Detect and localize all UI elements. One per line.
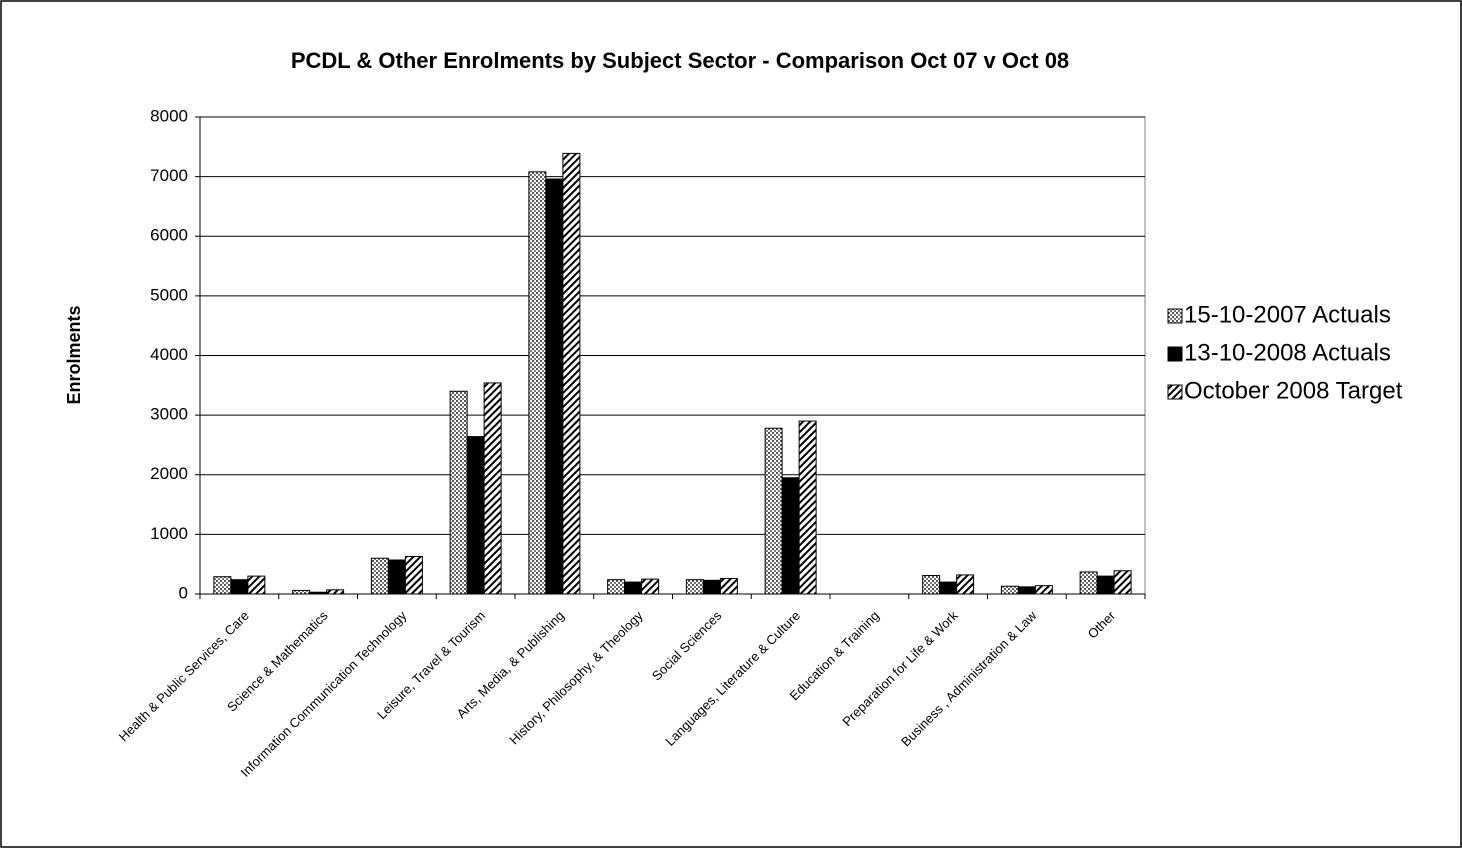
bar xyxy=(922,575,941,595)
y-tick-label: 6000 xyxy=(150,226,188,245)
bar xyxy=(309,591,328,595)
bar xyxy=(624,581,643,595)
bar xyxy=(528,171,547,595)
bar xyxy=(1000,585,1019,595)
legend-swatch xyxy=(1167,346,1183,362)
bar xyxy=(719,577,738,595)
bar xyxy=(449,390,468,595)
bar xyxy=(607,579,626,595)
bar xyxy=(1079,571,1098,595)
legend-swatch xyxy=(1167,308,1183,324)
y-tick-label: 2000 xyxy=(150,464,188,483)
bar xyxy=(213,576,232,595)
y-axis-label: Enrolments xyxy=(64,305,84,404)
bar xyxy=(1034,585,1053,595)
bar xyxy=(404,555,423,595)
y-tick-label: 3000 xyxy=(150,405,188,424)
bar xyxy=(939,581,958,595)
y-tick-label: 7000 xyxy=(150,166,188,185)
bar xyxy=(1096,575,1115,595)
y-tick-label: 0 xyxy=(179,583,188,602)
bar xyxy=(798,420,817,595)
legend-label: 15-10-2007 Actuals xyxy=(1184,301,1391,328)
bar xyxy=(247,575,266,595)
bar xyxy=(483,382,502,595)
bar xyxy=(230,579,249,595)
bar xyxy=(562,152,581,595)
bar xyxy=(781,477,800,595)
bar xyxy=(956,574,975,595)
legend-label: October 2008 Target xyxy=(1184,377,1403,404)
y-tick-label: 4000 xyxy=(150,345,188,364)
chart-title: PCDL & Other Enrolments by Subject Secto… xyxy=(291,48,1069,73)
y-tick-label: 5000 xyxy=(150,285,188,304)
bar xyxy=(641,578,660,595)
legend-label: 13-10-2008 Actuals xyxy=(1184,339,1391,366)
bar xyxy=(370,557,389,595)
bar xyxy=(685,579,704,595)
bar xyxy=(702,579,721,595)
y-tick-label: 8000 xyxy=(150,106,188,125)
bar xyxy=(545,178,564,595)
bar xyxy=(466,436,485,595)
bar xyxy=(387,559,406,595)
bar xyxy=(1017,586,1036,595)
bar xyxy=(764,427,783,595)
bar xyxy=(326,589,345,595)
legend-swatch xyxy=(1167,384,1183,400)
y-tick-label: 1000 xyxy=(150,524,188,543)
bar xyxy=(1113,570,1132,595)
bar xyxy=(292,589,311,595)
